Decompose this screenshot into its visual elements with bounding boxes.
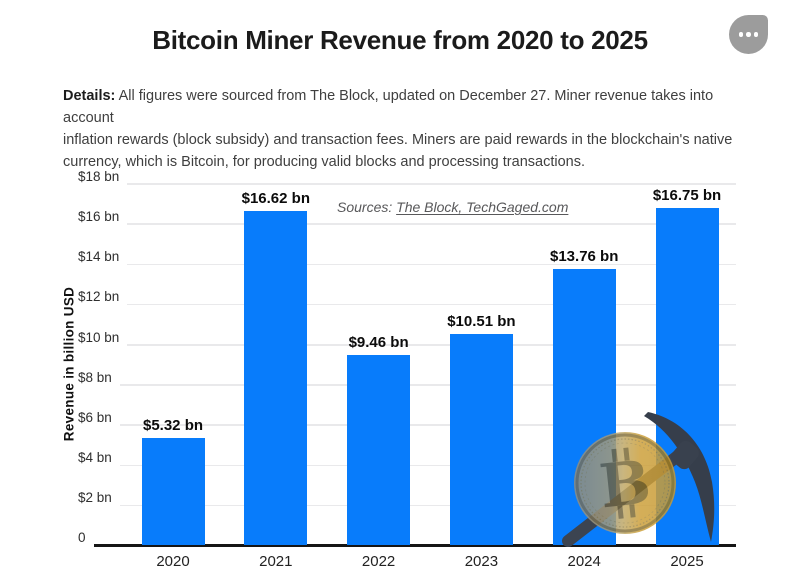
gridline bbox=[127, 183, 736, 185]
y-tick-label: $10 bn bbox=[78, 329, 120, 345]
details-line-3: currency, which is Bitcoin, for producin… bbox=[63, 154, 585, 170]
sources-links[interactable]: The Block, TechGaged.com bbox=[396, 199, 569, 215]
gridline-row: $10 bn bbox=[78, 328, 736, 346]
gridline bbox=[127, 344, 736, 346]
bar-2023 bbox=[449, 333, 513, 545]
bar-2024 bbox=[552, 268, 616, 545]
details-label: Details: bbox=[63, 88, 116, 104]
y-tick-label: $2 bn bbox=[78, 490, 112, 506]
gridline-row: $16 bn bbox=[78, 207, 736, 225]
y-tick-label: $18 bn bbox=[78, 168, 120, 184]
gridline-row: $12 bn bbox=[78, 287, 736, 306]
sources-prefix: Sources: bbox=[337, 199, 397, 215]
gridline-row: $14 bn bbox=[78, 247, 736, 266]
gridline-row: $6 bn bbox=[78, 408, 736, 426]
x-tick-label-2023: 2023 bbox=[464, 553, 499, 570]
bar-value-label-2024: $13.76 bn bbox=[550, 247, 619, 265]
bar-2025 bbox=[655, 208, 719, 545]
ellipsis-icon bbox=[753, 32, 759, 37]
page-title: Bitcoin Miner Revenue from 2020 to 2025 bbox=[152, 25, 648, 55]
details-line-2: inflation rewards (block subsidy) and tr… bbox=[63, 132, 733, 148]
bar-value-label-2020: $5.32 bn bbox=[142, 417, 204, 435]
bar-2020 bbox=[141, 438, 205, 545]
y-tick-label: $6 bn bbox=[78, 409, 112, 425]
x-tick-label-2020: 2020 bbox=[156, 553, 190, 570]
bar-2022 bbox=[347, 354, 411, 545]
gridline bbox=[127, 223, 736, 225]
x-tick-label-2021: 2021 bbox=[259, 553, 293, 570]
y-tick-label: $8 bn bbox=[78, 369, 112, 385]
gridline bbox=[127, 263, 736, 266]
bar-2021 bbox=[244, 211, 308, 545]
gridline bbox=[119, 384, 736, 386]
bar-value-label-2023: $10.51 bn bbox=[447, 312, 516, 330]
gridline-row: $8 bn bbox=[78, 368, 736, 386]
gridline bbox=[119, 424, 736, 426]
x-axis-line bbox=[93, 543, 736, 547]
gridline bbox=[119, 504, 736, 507]
x-tick-label-2025: 2025 bbox=[670, 553, 704, 570]
gridline-row: $4 bn bbox=[78, 448, 736, 467]
ellipsis-icon bbox=[738, 32, 744, 37]
details-paragraph: Details: All figures were sourced from T… bbox=[63, 85, 743, 173]
x-tick-label-2022: 2022 bbox=[361, 553, 396, 570]
y-tick-label: $16 bn bbox=[78, 208, 120, 224]
details-line-1: All figures were sourced from The Block,… bbox=[63, 88, 714, 126]
y-tick-label: $14 bn bbox=[78, 249, 120, 265]
bar-value-label-2021: $16.62 bn bbox=[241, 190, 310, 208]
bar-value-label-2025: $16.75 bn bbox=[652, 187, 722, 205]
gridline-row: $18 bn bbox=[78, 167, 736, 185]
more-options-button[interactable] bbox=[729, 15, 768, 54]
sources-note: Sources: The Block, TechGaged.com bbox=[337, 199, 568, 215]
ellipsis-icon bbox=[746, 32, 751, 37]
y-tick-label: 0 bbox=[78, 529, 86, 545]
y-tick-label: $12 bn bbox=[78, 289, 120, 305]
x-tick-label-2024: 2024 bbox=[567, 553, 601, 570]
y-axis-title: Revenue in billion USD bbox=[61, 286, 77, 442]
x-axis-line-row: 0 bbox=[78, 529, 736, 547]
gridline bbox=[127, 303, 736, 306]
y-tick-label: $4 bn bbox=[78, 450, 112, 466]
gridline-row: $2 bn bbox=[78, 488, 736, 507]
gridline bbox=[119, 464, 736, 467]
bar-value-label-2022: $9.46 bn bbox=[348, 333, 409, 351]
